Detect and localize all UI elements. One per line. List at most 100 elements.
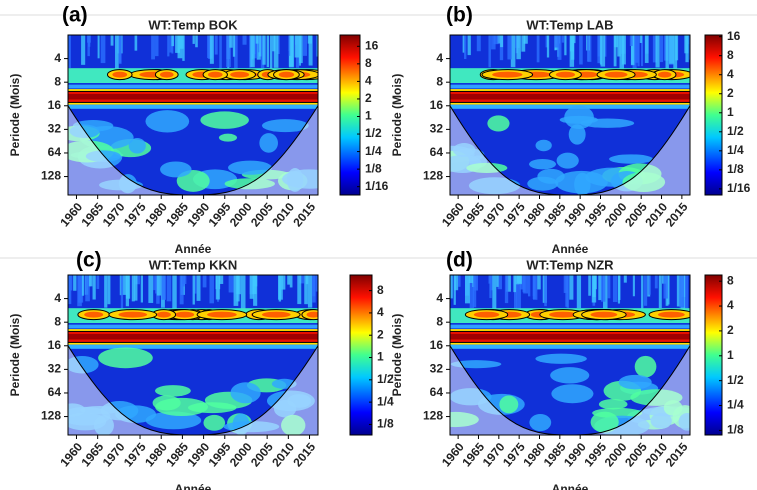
colorbar-tick-label: 1/16 — [365, 179, 389, 193]
heat-blob — [535, 139, 552, 152]
heat-streak — [564, 35, 567, 56]
x-tick-label: 1975 — [121, 440, 149, 470]
heat-streak — [85, 275, 90, 302]
heat-blob — [156, 311, 171, 318]
colorbar-tick-label: 2 — [365, 91, 372, 105]
heat-blob — [278, 71, 295, 78]
heat-streak — [652, 35, 658, 63]
chart-title: WT:Temp KKN — [149, 257, 238, 272]
heat-streak — [497, 275, 502, 290]
heat-streak — [81, 275, 85, 296]
heat-blob — [609, 154, 653, 164]
heat-blob — [598, 399, 628, 410]
heat-streak — [297, 275, 302, 305]
x-tick-label: 1980 — [142, 200, 170, 230]
heat-streak — [118, 35, 122, 63]
heat-streak — [516, 35, 521, 60]
x-tick-label: 1980 — [520, 200, 548, 230]
x-tick-label: 2005 — [622, 440, 650, 470]
heat-streak — [234, 35, 238, 68]
heat-blob — [473, 311, 500, 318]
coi-line — [450, 345, 690, 435]
heat-streak — [510, 35, 516, 68]
heat-streak — [207, 35, 213, 59]
x-tick-label: 2005 — [622, 200, 650, 230]
heat-streak — [107, 275, 111, 305]
heat-streak — [450, 275, 453, 299]
heat-blob — [568, 124, 586, 145]
heat-streak — [135, 275, 140, 285]
heat-streak — [304, 275, 308, 305]
x-tick-label: 2000 — [227, 440, 255, 470]
x-tick-label: 1975 — [500, 440, 528, 470]
x-tick-label: 1965 — [78, 200, 106, 230]
heat-streak — [453, 275, 456, 305]
heat-streak — [134, 275, 138, 301]
x-tick-label: 1990 — [561, 200, 589, 230]
heat-streak — [166, 275, 172, 302]
heat-streak — [492, 275, 497, 309]
heat-streak — [634, 35, 639, 63]
x-tick-label: 2015 — [290, 440, 318, 470]
heat-blob — [259, 133, 278, 153]
x-tick-label: 1985 — [163, 440, 191, 470]
heat-streak — [218, 275, 224, 284]
heat-streak — [576, 275, 582, 309]
heat-streak — [232, 35, 236, 57]
heat-streak — [77, 275, 82, 307]
x-tick-label: 2010 — [269, 440, 297, 470]
heat-streak — [491, 35, 496, 50]
heat-streak — [506, 275, 511, 292]
heat-streak — [617, 35, 621, 57]
heat-blob — [262, 119, 309, 133]
heat-streak — [516, 275, 521, 309]
colorbar — [704, 34, 723, 196]
y-axis-label: Periode (Mois) — [8, 74, 22, 157]
colorbar-tick-label: 2 — [377, 327, 384, 341]
x-axis-label: Année — [552, 242, 589, 256]
heat-streak — [683, 275, 689, 310]
heat-streak — [467, 35, 471, 56]
heat-streak — [537, 275, 541, 290]
heat-blob — [590, 411, 619, 433]
heat-streak — [570, 35, 575, 60]
heat-streak — [569, 275, 574, 300]
heat-blob — [550, 367, 590, 384]
x-tick-label: 1985 — [163, 200, 191, 230]
heat-blob — [145, 110, 190, 133]
coi-shade — [68, 105, 318, 195]
panel-label: (a) — [62, 4, 88, 27]
heat-streak — [513, 275, 517, 293]
y-tick-label: 4 — [54, 51, 61, 65]
heat-blob — [228, 160, 273, 175]
heat-streak — [640, 35, 644, 67]
heat-streak — [97, 35, 100, 59]
y-tick-label: 16 — [430, 98, 444, 112]
heat-streak — [493, 35, 499, 45]
colorbar-tick-label: 1/4 — [377, 394, 394, 408]
heat-blob — [160, 161, 192, 178]
y-tick-label: 8 — [54, 74, 61, 88]
heat-blob — [200, 111, 249, 129]
coi-line — [68, 345, 318, 435]
heat-streak — [679, 275, 685, 308]
heat-streak — [315, 275, 318, 292]
heat-streak — [209, 35, 214, 64]
heat-streak — [287, 275, 291, 285]
heat-streak — [273, 35, 279, 68]
heat-streak — [598, 275, 603, 301]
heat-band — [68, 324, 318, 329]
heat-streak — [496, 35, 501, 44]
heat-blob — [159, 71, 174, 78]
heat-streak — [104, 275, 108, 308]
panel-label: (c) — [76, 249, 102, 272]
heat-streak — [523, 275, 529, 294]
heat-streak — [236, 275, 241, 295]
colorbar-tick-label: 2 — [727, 86, 734, 100]
heat-streak — [621, 35, 626, 65]
heat-streak — [134, 35, 138, 51]
x-tick-label: 2010 — [269, 200, 297, 230]
heat-streak — [619, 35, 625, 70]
heat-streak — [665, 35, 669, 69]
y-tick-label: 8 — [54, 314, 61, 328]
